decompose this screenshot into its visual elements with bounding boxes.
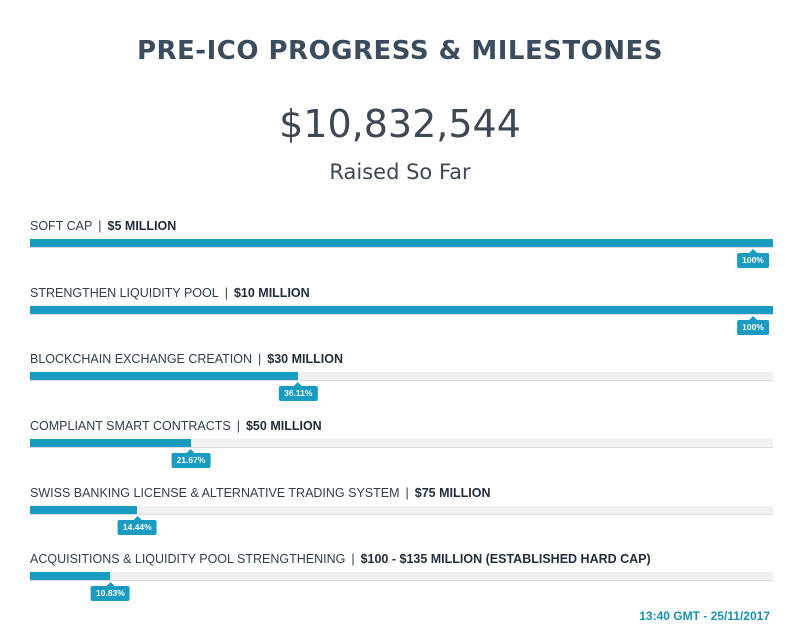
progress-track	[30, 306, 773, 315]
amount-raised: $10,832,544	[279, 102, 521, 146]
progress-badge: 14.44%	[117, 516, 157, 535]
milestone-label: ACQUISITIONS & LIQUIDITY POOL STRENGTHEN…	[30, 551, 651, 567]
amount-caption: Raised So Far	[329, 160, 471, 184]
milestone-name: STRENGTHEN LIQUIDITY POOL	[30, 286, 219, 300]
progress-fill	[30, 439, 191, 447]
progress-track	[30, 506, 773, 515]
separator: |	[405, 486, 409, 500]
milestone-target: $5 MILLION	[107, 219, 177, 233]
milestone-label: SOFT CAP | $5 MILLION	[30, 218, 176, 234]
milestone-label: BLOCKCHAIN EXCHANGE CREATION | $30 MILLION	[30, 351, 343, 367]
progress-badge: 21.67%	[171, 449, 211, 468]
milestone-compliant-smart-contracts: COMPLIANT SMART CONTRACTS | $50 MILLION 21…	[30, 418, 773, 478]
milestone-label: COMPLIANT SMART CONTRACTS | $50 MILLION	[30, 418, 322, 434]
page-title: PRE-ICO PROGRESS & MILESTONES	[136, 36, 664, 66]
milestone-target: $50 MILLION	[245, 419, 322, 433]
separator: |	[351, 552, 355, 566]
progress-track	[30, 439, 773, 448]
milestone-target: $10 MILLION	[233, 286, 310, 300]
progress-badge: 100%	[737, 316, 769, 335]
milestone-soft-cap: SOFT CAP | $5 MILLION 100%	[30, 218, 773, 278]
progress-track	[30, 239, 773, 248]
progress-badge: 100%	[737, 249, 769, 268]
milestone-name: COMPLIANT SMART CONTRACTS	[30, 419, 231, 433]
milestone-swiss-banking-license: SWISS BANKING LICENSE & ALTERNATIVE TRAD…	[30, 485, 773, 545]
milestone-target: $100 - $135 MILLION (ESTABLISHED HARD CA…	[360, 552, 651, 566]
last-updated-timestamp: 13:40 GMT - 25/11/2017	[639, 609, 770, 623]
progress-track	[30, 572, 773, 581]
separator: |	[98, 219, 102, 233]
progress-badge: 10.83%	[91, 582, 130, 601]
progress-fill	[30, 239, 773, 247]
progress-badge: 36.11%	[279, 382, 318, 401]
milestone-target: $30 MILLION	[267, 352, 343, 366]
milestone-name: BLOCKCHAIN EXCHANGE CREATION	[30, 352, 253, 366]
progress-fill	[30, 372, 299, 380]
milestone-acquisitions-liquidity-pool: ACQUISITIONS & LIQUIDITY POOL STRENGTHEN…	[30, 551, 773, 611]
milestone-target: $75 MILLION	[414, 486, 491, 500]
milestone-name: SWISS BANKING LICENSE & ALTERNATIVE TRAD…	[30, 486, 400, 500]
separator: |	[224, 286, 228, 300]
milestone-name: ACQUISITIONS & LIQUIDITY POOL STRENGTHEN…	[30, 552, 346, 566]
milestone-name: SOFT CAP	[30, 219, 93, 233]
progress-fill	[30, 306, 773, 314]
milestone-label: STRENGTHEN LIQUIDITY POOL | $10 MILLION	[30, 285, 310, 301]
milestone-strengthen-liquidity-pool: STRENGTHEN LIQUIDITY POOL | $10 MILLION 10…	[30, 285, 773, 345]
progress-track	[30, 372, 773, 381]
progress-fill	[30, 572, 111, 580]
progress-fill	[30, 506, 138, 514]
milestone-label: SWISS BANKING LICENSE & ALTERNATIVE TRAD…	[30, 485, 491, 501]
separator: |	[236, 419, 240, 433]
separator: |	[258, 352, 262, 366]
milestone-blockchain-exchange-creation: BLOCKCHAIN EXCHANGE CREATION | $30 MILLION…	[30, 351, 773, 411]
